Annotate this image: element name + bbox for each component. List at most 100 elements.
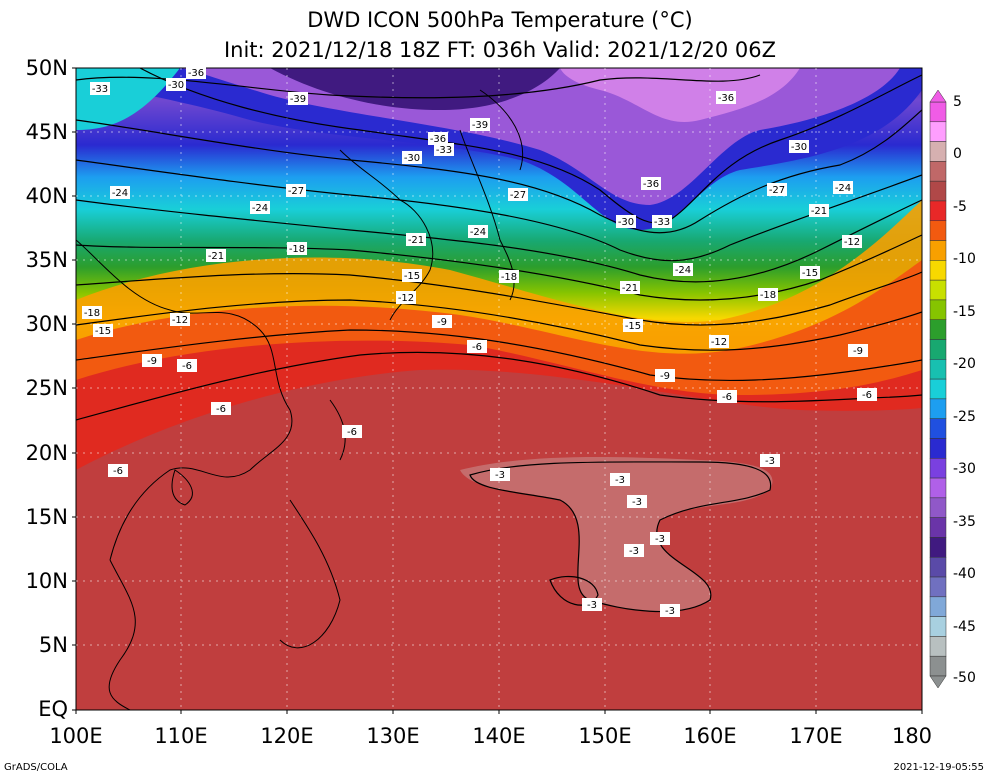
lon-label: 160E [683, 724, 737, 748]
map-subtitle: Init: 2021/12/18 18Z FT: 036h Valid: 202… [223, 38, 777, 62]
contour-label: -24 [468, 225, 488, 238]
contour-label: -15 [402, 269, 422, 282]
lat-label: 30N [25, 312, 68, 336]
svg-text:-30: -30 [791, 142, 807, 153]
contour-label: -6 [177, 359, 197, 372]
lon-label: 170E [789, 724, 843, 748]
colorbar-segment [929, 319, 947, 340]
contour-label: -39 [288, 92, 308, 105]
contour-label: -6 [342, 425, 362, 438]
contour-label: -30 [616, 215, 636, 228]
lat-label: 5N [38, 633, 68, 657]
lon-label: 140E [472, 724, 526, 748]
colorbar-segment [929, 101, 947, 123]
colorbar [929, 89, 947, 689]
colorbar-segment [929, 517, 947, 538]
colorbar-segment [929, 141, 947, 162]
colorbar-segment [929, 359, 947, 380]
temperature-field [76, 68, 922, 710]
contour-label: -15 [800, 266, 820, 279]
contour-label: -18 [82, 306, 102, 319]
colorbar-segment [929, 636, 947, 657]
contour-label: -6 [211, 402, 231, 415]
colorbar-segment [929, 339, 947, 360]
lat-label: 15N [25, 505, 68, 529]
contour-label: -21 [406, 233, 426, 246]
contour-label: -33 [90, 82, 110, 95]
lat-label: 45N [25, 120, 68, 144]
contour-label: -9 [432, 315, 452, 328]
svg-text:-21: -21 [811, 206, 827, 217]
svg-text:-9: -9 [853, 346, 863, 357]
contour-label: -12 [396, 291, 416, 304]
svg-text:-12: -12 [711, 337, 727, 348]
colorbar-segment [929, 299, 947, 320]
svg-text:-27: -27 [288, 186, 304, 197]
svg-text:-6: -6 [113, 466, 123, 477]
contour-label: -36 [716, 91, 736, 104]
contour-labels: -33 -30 -36 -39 -36 -39 -36 -33 -30 -30 … [82, 66, 877, 617]
svg-text:-3: -3 [765, 456, 775, 467]
contour-label: -24 [250, 201, 270, 214]
colorbar-label: 5 [953, 94, 962, 110]
contour-label: -30 [166, 78, 186, 91]
contour-label: -12 [842, 235, 862, 248]
svg-text:-36: -36 [643, 179, 659, 190]
svg-text:-3: -3 [587, 600, 597, 611]
contour-label: -3 [610, 473, 630, 486]
colorbar-segment [929, 200, 947, 222]
svg-text:-18: -18 [760, 290, 776, 301]
footer-timestamp: 2021-12-19-05:55 [893, 762, 984, 773]
colorbar-segment [929, 497, 947, 518]
map-title: DWD ICON 500hPa Temperature (°C) [307, 8, 693, 32]
colorbar-segment [929, 161, 947, 182]
lon-label: 150E [578, 724, 632, 748]
svg-text:-6: -6 [347, 427, 357, 438]
colorbar-segment [929, 240, 947, 261]
colorbar-segment [929, 537, 947, 558]
colorbar-segment [929, 121, 947, 142]
lon-label: 130E [366, 724, 420, 748]
contour-label: -18 [287, 242, 307, 255]
svg-text:-39: -39 [290, 94, 306, 105]
svg-text:-15: -15 [625, 321, 641, 332]
svg-text:-36: -36 [718, 93, 734, 104]
contour-label: -24 [673, 263, 693, 276]
contour-label: -3 [490, 468, 510, 481]
contour-label: -3 [660, 604, 680, 617]
colorbar-segment [929, 596, 947, 617]
contour-label: -6 [108, 464, 128, 477]
svg-text:-24: -24 [252, 203, 268, 214]
colorbar-segment [929, 458, 947, 479]
contour-label: -15 [623, 319, 643, 332]
svg-text:-33: -33 [92, 84, 108, 95]
colorbar-segment [929, 378, 947, 400]
svg-text:-21: -21 [408, 235, 424, 246]
colorbar-segment [929, 418, 947, 439]
lon-label: 180 [891, 724, 933, 748]
colorbar-label: -10 [953, 251, 976, 267]
lon-label: 120E [260, 724, 314, 748]
svg-text:-9: -9 [437, 317, 447, 328]
svg-text:-18: -18 [501, 272, 517, 283]
contour-label: -9 [848, 344, 868, 357]
contour-label: -3 [627, 495, 647, 508]
svg-text:-12: -12 [172, 315, 188, 326]
colorbar-segment [929, 576, 947, 598]
svg-text:-33: -33 [436, 145, 452, 156]
svg-text:-24: -24 [112, 188, 128, 199]
colorbar-label: -20 [953, 356, 976, 372]
contour-label: -21 [206, 249, 226, 262]
svg-text:-12: -12 [398, 293, 414, 304]
contour-label: -36 [186, 66, 206, 79]
svg-text:-24: -24 [470, 227, 486, 238]
colorbar-label: -25 [953, 409, 976, 425]
svg-text:-24: -24 [675, 265, 691, 276]
colorbar-segment [929, 616, 947, 637]
svg-text:-9: -9 [147, 356, 157, 367]
svg-text:-21: -21 [208, 251, 224, 262]
svg-text:-3: -3 [495, 470, 505, 481]
contour-label: -27 [286, 184, 306, 197]
colorbar-segment [929, 556, 947, 578]
